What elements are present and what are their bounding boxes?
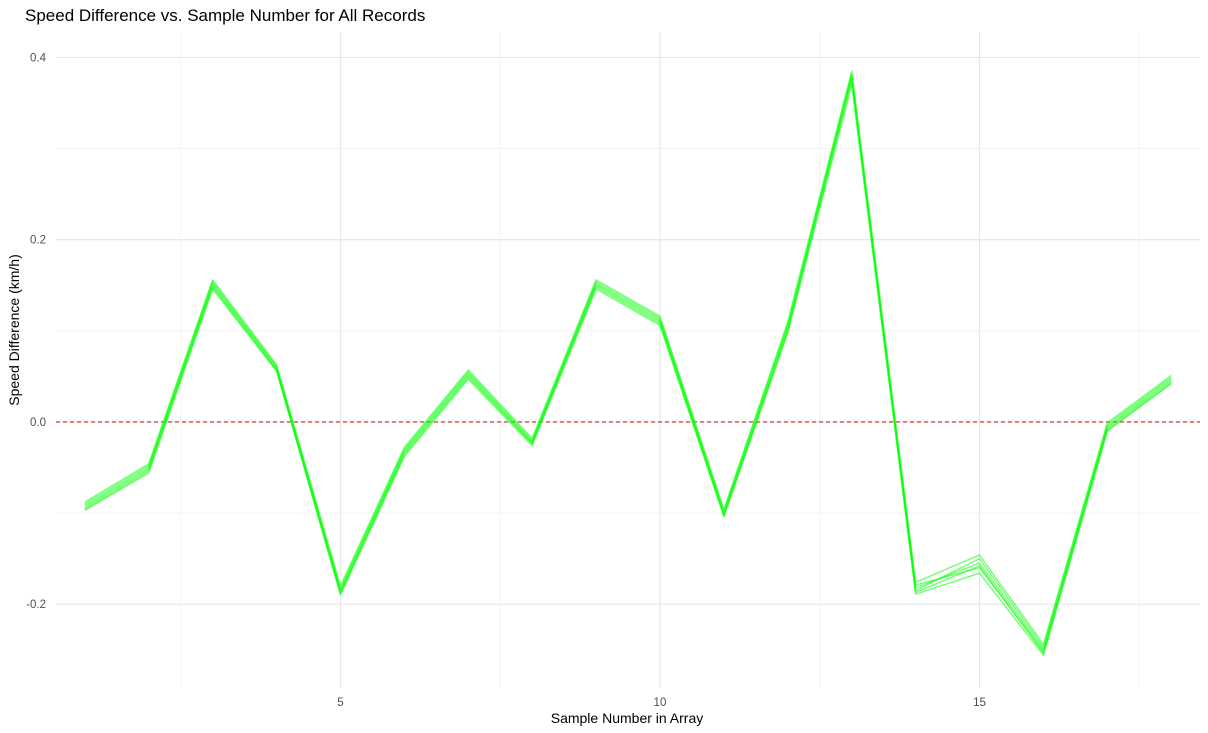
chart-title: Speed Difference vs. Sample Number for A… [25, 6, 426, 25]
y-tick-label-1: 0.0 [30, 417, 46, 429]
y-tick-label-3: 0.4 [30, 53, 47, 65]
series-line-2 [84, 84, 1172, 656]
series-line-4 [84, 76, 1172, 653]
x-tick-label-5: 5 [337, 697, 343, 709]
y-tick-label-0: -0.2 [26, 599, 46, 611]
grid-layer [56, 32, 1200, 688]
y-axis-title: Speed Difference (km/h) [6, 254, 22, 405]
x-tick-labels: 5 10 15 [337, 697, 986, 709]
series-line-5 [84, 75, 1172, 648]
series-line-1 [84, 73, 1172, 651]
y-tick-labels: -0.2 0.0 0.2 0.4 [26, 53, 46, 612]
series-line-6 [84, 79, 1172, 655]
x-tick-label-10: 10 [654, 697, 667, 709]
series-line-3 [84, 70, 1172, 645]
y-tick-label-2: 0.2 [30, 235, 46, 247]
x-axis-title: Sample Number in Array [551, 710, 704, 726]
x-tick-label-15: 15 [973, 697, 986, 709]
series-layer [84, 70, 1172, 656]
